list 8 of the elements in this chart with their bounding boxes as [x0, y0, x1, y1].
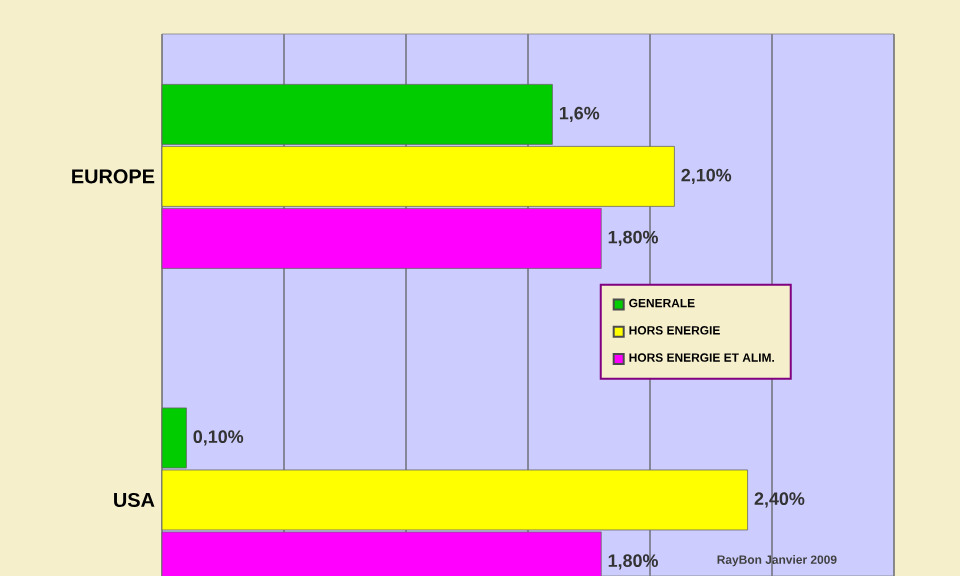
data-label: 2,40% — [754, 492, 805, 508]
data-label: 0,10% — [193, 430, 244, 446]
data-label: 1,6% — [559, 106, 600, 123]
y-tick-label: USA — [114, 492, 155, 508]
data-label: 1,80% — [608, 554, 658, 570]
y-tick-label: EUROPE — [72, 169, 155, 184]
data-label: 2,10% — [681, 168, 732, 185]
data-label: 1,80% — [608, 230, 658, 247]
